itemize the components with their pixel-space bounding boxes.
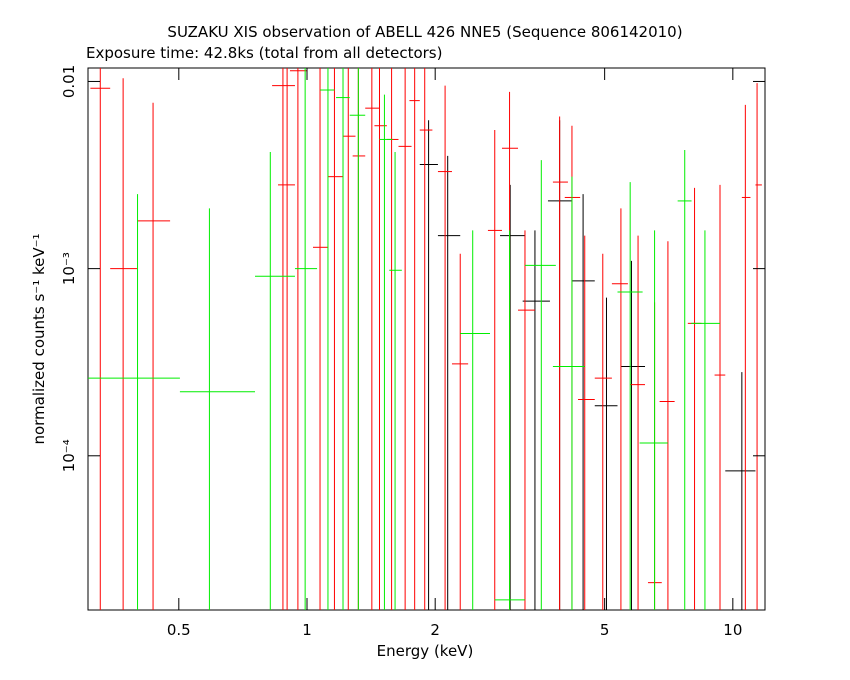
plot-frame: [87, 67, 766, 611]
x-tick-label: 5: [600, 621, 610, 639]
x-tick-label: 2: [430, 621, 440, 639]
chart-subtitle: Exposure time: 42.8ks (total from all de…: [86, 44, 442, 62]
x-axis-label: Energy (keV): [377, 642, 474, 660]
x-tick-label: 1: [302, 621, 312, 639]
y-axis-label: normalized counts s⁻¹ keV⁻¹: [30, 233, 48, 444]
y-tick-label: 10⁻³: [60, 252, 78, 285]
chart-title: SUZAKU XIS observation of ABELL 426 NNE5…: [167, 23, 682, 41]
x-tick-label: 10: [723, 621, 742, 639]
y-tick-label: 10⁻⁴: [60, 439, 78, 472]
y-tick-label: 0.01: [60, 65, 78, 98]
x-tick-label: 0.5: [167, 621, 191, 639]
plot-area: [88, 68, 762, 610]
